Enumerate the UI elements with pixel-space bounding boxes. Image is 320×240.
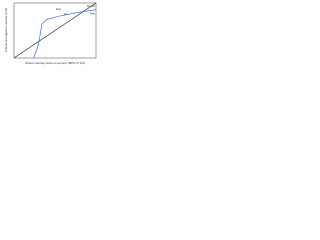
series-line xyxy=(13,2,97,59)
y-axis-label: Critical propagation velocity (m/s) xyxy=(4,8,8,52)
annotation: Fit xyxy=(64,12,67,16)
plot-frame xyxy=(13,2,97,59)
x-axis-label: Stress intensity factor exponent (MPa·m^… xyxy=(25,61,85,65)
annotation: Exp. xyxy=(56,7,62,11)
series-label: Model xyxy=(87,4,96,8)
chart: Stress intensity factor exponent (MPa·m^… xyxy=(4,2,97,65)
series-label: Test xyxy=(89,11,95,15)
series-line xyxy=(33,9,97,59)
